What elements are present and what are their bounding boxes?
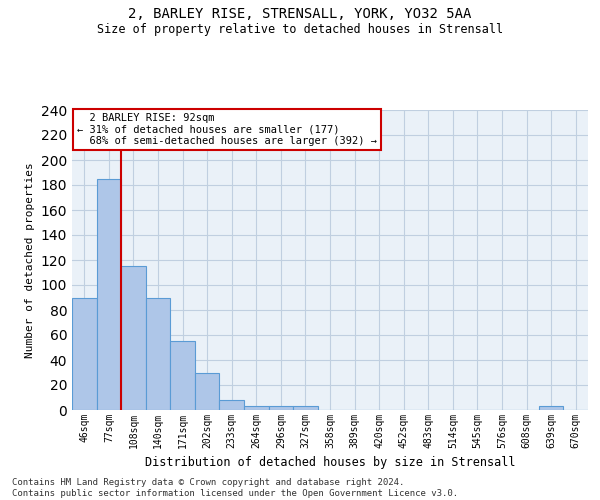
Text: 2 BARLEY RISE: 92sqm
← 31% of detached houses are smaller (177)
  68% of semi-de: 2 BARLEY RISE: 92sqm ← 31% of detached h… — [77, 113, 377, 146]
Text: Contains HM Land Registry data © Crown copyright and database right 2024.
Contai: Contains HM Land Registry data © Crown c… — [12, 478, 458, 498]
Bar — [97, 179, 121, 410]
Bar — [220, 400, 244, 410]
Bar — [244, 406, 269, 410]
Y-axis label: Number of detached properties: Number of detached properties — [25, 162, 35, 358]
Bar — [121, 266, 146, 410]
Bar — [269, 406, 293, 410]
X-axis label: Distribution of detached houses by size in Strensall: Distribution of detached houses by size … — [145, 456, 515, 469]
Text: Size of property relative to detached houses in Strensall: Size of property relative to detached ho… — [97, 22, 503, 36]
Bar — [72, 298, 97, 410]
Text: 2, BARLEY RISE, STRENSALL, YORK, YO32 5AA: 2, BARLEY RISE, STRENSALL, YORK, YO32 5A… — [128, 8, 472, 22]
Bar — [539, 406, 563, 410]
Bar — [170, 341, 195, 410]
Bar — [146, 298, 170, 410]
Bar — [293, 406, 318, 410]
Bar — [195, 372, 220, 410]
